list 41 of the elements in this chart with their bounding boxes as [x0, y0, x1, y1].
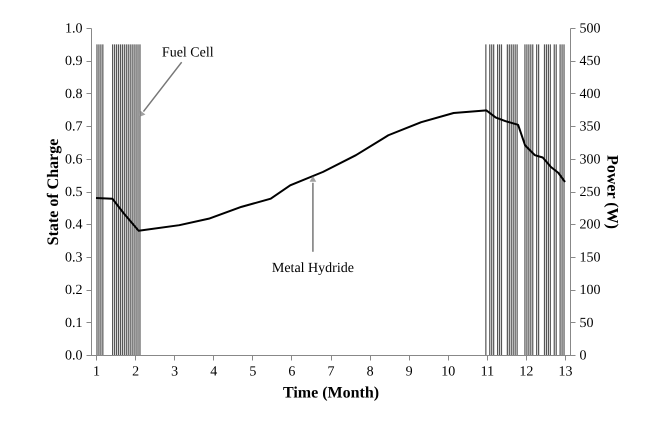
x-tick-label: 10 — [441, 364, 456, 380]
y2-tick-label: 300 — [580, 152, 600, 168]
y2-tick-label: 200 — [580, 218, 600, 233]
x-tick-label: 3 — [171, 364, 178, 380]
y2-tick-label: 450 — [580, 54, 600, 70]
annotation: Metal Hydride — [272, 260, 354, 276]
x-tick-label: 6 — [288, 364, 296, 380]
y2-tick-label: 50 — [580, 316, 594, 331]
y2-tick-label: 150 — [580, 250, 600, 266]
y-tick-label: 0.5 — [65, 185, 82, 200]
y2-tick-label: 350 — [580, 120, 600, 135]
y-tick-label: 0.4 — [65, 218, 82, 233]
x-tick-label: 11 — [480, 364, 494, 380]
y-axis-title: State of Charge — [45, 138, 62, 246]
x-tick-label: 12 — [519, 364, 534, 380]
x-tick-label: 2 — [132, 364, 140, 380]
y-tick-label: 0.9 — [65, 54, 82, 70]
x-axis-title: Time (Month) — [282, 384, 380, 402]
y2-tick-label: 400 — [580, 86, 600, 102]
y2-tick-label: 250 — [580, 185, 600, 200]
annotation: Fuel Cell — [162, 45, 214, 60]
y-tick-label: 0.2 — [65, 283, 82, 298]
y-tick-label: 0.0 — [65, 348, 82, 364]
y2-axis-title: Power (W) — [604, 155, 620, 229]
y-tick-label: 1.0 — [65, 22, 82, 36]
x-tick-label: 5 — [249, 364, 256, 380]
x-tick-label: 1 — [93, 364, 100, 380]
line-series — [95, 109, 566, 232]
y-tick-label: 0.1 — [65, 316, 82, 331]
y2-tick-label: 500 — [580, 22, 600, 36]
y-tick-label: 0.8 — [65, 86, 82, 102]
x-tick-label: 9 — [406, 364, 413, 380]
y2-tick-label: 0 — [580, 348, 586, 364]
y-tick-label: 0.6 — [65, 152, 82, 168]
y-tick-label: 0.3 — [65, 250, 82, 266]
y2-tick-label: 100 — [580, 283, 600, 298]
y-tick-label: 0.7 — [65, 120, 82, 135]
x-tick-label: 8 — [366, 364, 374, 380]
x-tick-label: 4 — [210, 364, 218, 380]
x-tick-label: 7 — [328, 364, 334, 380]
x-tick-label: 13 — [558, 364, 572, 380]
